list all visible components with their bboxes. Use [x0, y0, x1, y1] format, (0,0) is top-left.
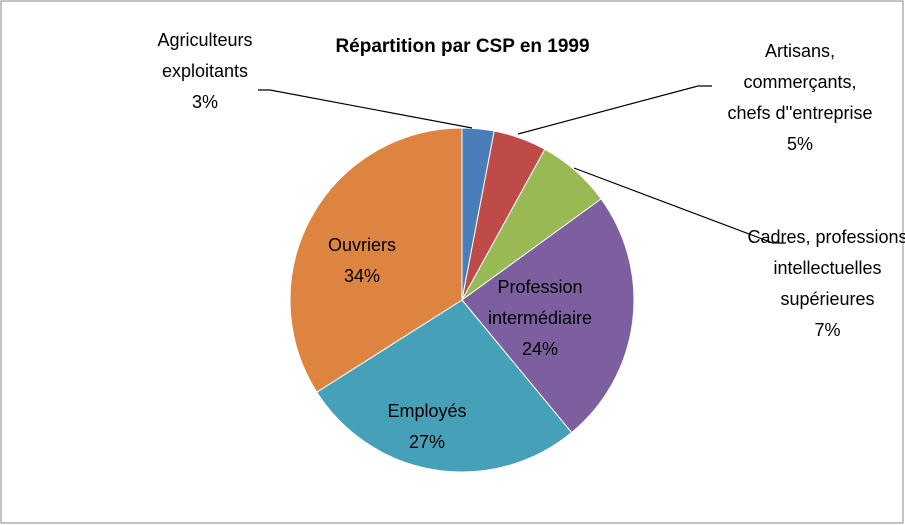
category-label: Profession intermédiaire [487, 277, 593, 328]
category-label: Cadres, professions intellectuelles supé… [747, 227, 905, 309]
category-label: Ouvriers [327, 235, 396, 255]
category-label: Agriculteurs exploitants [157, 30, 253, 81]
slice-label: Employés 27% [357, 396, 497, 458]
slice-label: Artisans, commerçants, chefs d''entrepri… [720, 36, 880, 160]
pie-slice [316, 299, 573, 473]
value-label: 7% [814, 320, 841, 340]
category-label: Employés [387, 401, 467, 421]
slice-label: Agriculteurs exploitants 3% [125, 25, 285, 118]
value-label: 34% [343, 266, 381, 286]
leader-line [573, 167, 786, 244]
value-label: 3% [191, 92, 218, 112]
leader-line [517, 85, 712, 135]
slice-label: Profession intermédiaire 24% [480, 272, 600, 365]
category-label: Artisans, commerçants, chefs d''entrepri… [727, 41, 873, 123]
pie-slice [461, 198, 635, 434]
pie-slice [289, 127, 463, 393]
value-label: 5% [786, 134, 813, 154]
leader-line [258, 89, 473, 129]
value-label: 27% [408, 432, 446, 452]
slice-label: Cadres, professions intellectuelles supé… [745, 222, 905, 346]
slice-label: Ouvriers 34% [292, 230, 432, 292]
value-label: 24% [521, 339, 559, 359]
chart-title: Répartition par CSP en 1999 [335, 36, 590, 57]
